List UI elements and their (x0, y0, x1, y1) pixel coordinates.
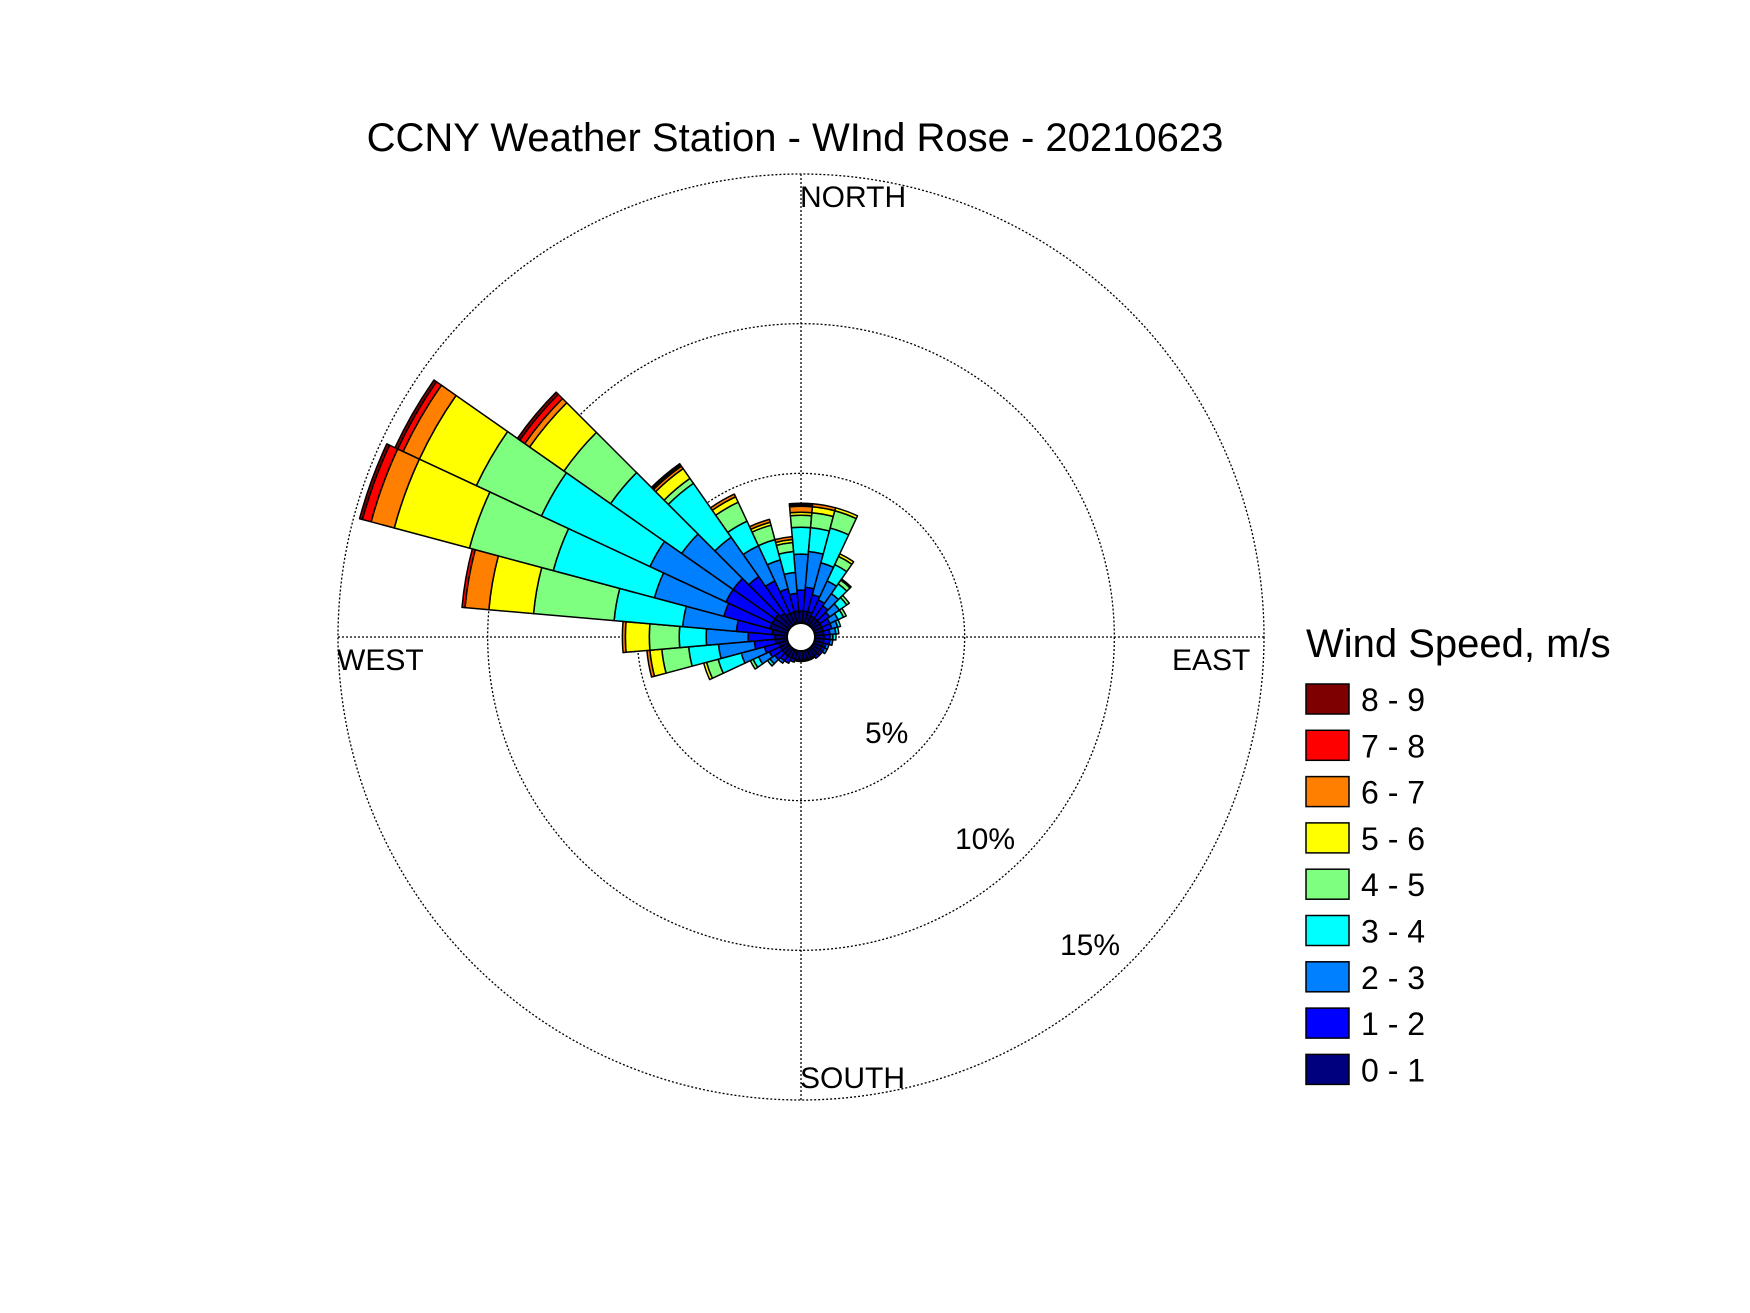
sector-0-bin-4 (789, 514, 813, 529)
legend-item: 0 - 1 (1305, 1052, 1425, 1088)
legend-item: 7 - 8 (1305, 728, 1425, 764)
legend-swatch (1305, 1053, 1350, 1086)
chart-title: CCNY Weather Station - WInd Rose - 20210… (367, 116, 1224, 160)
sector-300 (394, 379, 791, 632)
legend-label: 8 - 9 (1361, 682, 1425, 718)
legend-item: 1 - 2 (1305, 1006, 1425, 1042)
center-hub (786, 622, 816, 652)
sector-0-bin-3 (790, 526, 812, 556)
sector-30-bin-5 (837, 553, 855, 565)
center-hub-circle (786, 622, 816, 652)
legend-swatch (1305, 729, 1350, 762)
sector-40-bin-5 (840, 578, 852, 589)
legend-item: 5 - 6 (1305, 821, 1425, 857)
direction-label-south: SOUTH (800, 1062, 905, 1095)
legend-item: 8 - 9 (1305, 682, 1425, 718)
direction-label-east: EAST (1172, 644, 1250, 677)
sector-90-bin-3 (832, 633, 837, 641)
sector-100-bin-2 (828, 638, 834, 647)
legend-title: Wind Speed, m/s (1306, 622, 1611, 666)
legend-label: 7 - 8 (1361, 728, 1425, 764)
sector-290 (358, 443, 790, 635)
sector-50 (810, 594, 850, 630)
ring-label-5: 5% (865, 717, 908, 750)
legend-swatch (1305, 914, 1350, 947)
sector-350-bin-6 (774, 535, 794, 544)
sector-260 (646, 637, 789, 678)
legend-label: 0 - 1 (1361, 1052, 1425, 1088)
wind-sectors (358, 379, 859, 681)
sector-290-bin-8 (358, 443, 391, 521)
sector-260-bin-4 (661, 646, 693, 674)
legend-swatch (1305, 775, 1350, 808)
legend-swatch (1305, 822, 1350, 854)
legend-swatch (1305, 683, 1350, 715)
sector-320 (650, 462, 794, 628)
sector-70-bin-3 (834, 618, 842, 628)
legend-label: 1 - 2 (1361, 1006, 1425, 1042)
direction-label-north: NORTH (800, 181, 906, 214)
legend-label: 2 - 3 (1361, 960, 1425, 996)
sector-120-bin-2 (821, 647, 829, 655)
legend-swatch (1305, 868, 1350, 900)
sector-270-bin-4 (648, 623, 681, 651)
legend-label: 5 - 6 (1361, 821, 1425, 857)
legend-item: 3 - 4 (1305, 914, 1425, 950)
sector-340-bin-6 (748, 518, 772, 531)
sector-20-bin-5 (834, 507, 859, 520)
sector-50-bin-4 (839, 594, 850, 606)
ring-label-10: 10% (955, 823, 1015, 856)
legend-label: 4 - 5 (1361, 867, 1425, 903)
sector-350 (774, 535, 801, 625)
legend: Wind Speed, m/s 8 - 9 7 - 8 6 - 7 5 - 6 4 - … (1305, 622, 1611, 1088)
sector-270-bin-3 (678, 625, 708, 649)
ring-label-15: 15% (1060, 929, 1120, 962)
sector-20 (803, 507, 859, 626)
sector-30 (806, 553, 855, 627)
sector-270-bin-6 (621, 620, 627, 654)
legend-swatch (1305, 1007, 1350, 1039)
sector-330 (709, 493, 796, 627)
direction-label-west: WEST (337, 644, 424, 677)
sector-60-bin-4 (838, 607, 847, 618)
sector-300-bin-8 (394, 379, 438, 450)
sector-330-bin-6 (709, 493, 737, 512)
legend-label: 3 - 4 (1361, 914, 1425, 950)
legend-items: 8 - 9 7 - 8 6 - 7 5 - 6 4 - 5 3 - 4 2 - 3 1 - 2… (1305, 682, 1425, 1088)
legend-label: 6 - 7 (1361, 775, 1425, 811)
legend-item: 6 - 7 (1305, 775, 1425, 811)
sector-0-bin-8 (788, 502, 814, 507)
legend-swatch (1305, 961, 1350, 993)
legend-item: 2 - 3 (1305, 960, 1425, 996)
sector-320-bin-8 (650, 462, 682, 490)
sector-310-bin-8 (516, 391, 560, 441)
sector-270-bin-5 (624, 620, 651, 654)
sector-250 (702, 639, 790, 681)
sector-40 (808, 578, 852, 628)
sector-80-bin-3 (834, 626, 840, 635)
legend-item: 4 - 5 (1305, 867, 1425, 903)
sector-280 (461, 548, 789, 637)
sector-310 (516, 391, 792, 630)
